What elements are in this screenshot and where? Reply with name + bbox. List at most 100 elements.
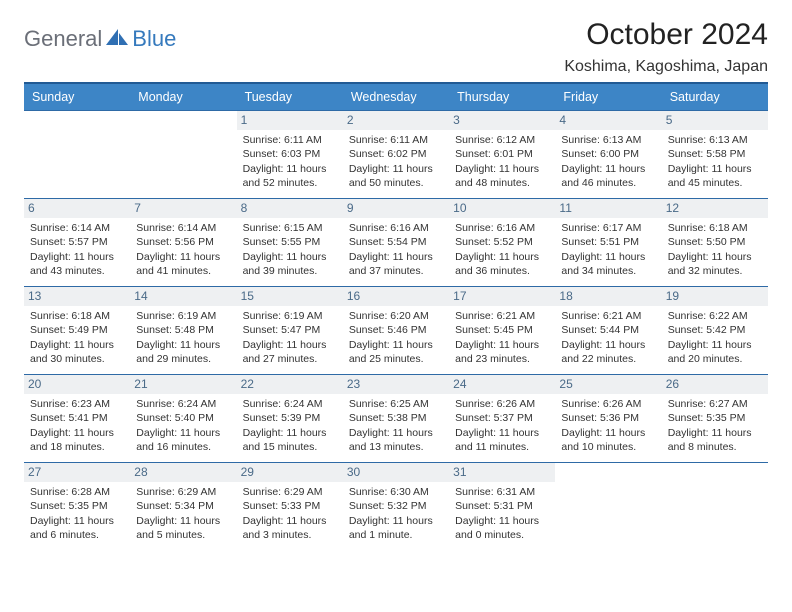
calendar-cell: 31Sunrise: 6:31 AMSunset: 5:31 PMDayligh… xyxy=(449,462,555,550)
calendar-cell xyxy=(130,110,236,198)
daylight-text: Daylight: 11 hours and 1 minute. xyxy=(349,514,443,542)
day-number: 8 xyxy=(237,199,343,218)
sunrise-text: Sunrise: 6:23 AM xyxy=(30,397,124,411)
sunset-text: Sunset: 5:37 PM xyxy=(455,411,549,425)
weekday-label: Thursday xyxy=(449,84,555,110)
day-number: 7 xyxy=(130,199,236,218)
day-number: 19 xyxy=(662,287,768,306)
weekday-header: SundayMondayTuesdayWednesdayThursdayFrid… xyxy=(24,82,768,110)
calendar-cell: 17 Sunrise: 6:21 AMSunset: 5:45 PMDayligh… xyxy=(449,286,555,374)
sunrise-text: Sunrise: 6:27 AM xyxy=(668,397,762,411)
calendar-cell: 16Sunrise: 6:20 AMSunset: 5:46 PMDayligh… xyxy=(343,286,449,374)
sunset-text: Sunset: 6:00 PM xyxy=(561,147,655,161)
sunrise-text: Sunrise: 6:19 AM xyxy=(136,309,230,323)
daylight-text: Daylight: 11 hours and 29 minutes. xyxy=(136,338,230,366)
daylight-text: Daylight: 11 hours and 34 minutes. xyxy=(561,250,655,278)
sunrise-text: Sunrise: 6:28 AM xyxy=(30,485,124,499)
day-number: 12 xyxy=(662,199,768,218)
day-number: 10 xyxy=(449,199,555,218)
day-number: 6 xyxy=(24,199,130,218)
day-number: 18 xyxy=(555,287,661,306)
day-number: 22 xyxy=(237,375,343,394)
day-number: 3 xyxy=(449,111,555,130)
daylight-text: Daylight: 11 hours and 23 minutes. xyxy=(455,338,549,366)
calendar-cell: 18Sunrise: 6:21 AMSunset: 5:44 PMDayligh… xyxy=(555,286,661,374)
day-number: 26 xyxy=(662,375,768,394)
sunset-text: Sunset: 5:44 PM xyxy=(561,323,655,337)
calendar-cell: 15Sunrise: 6:19 AMSunset: 5:47 PMDayligh… xyxy=(237,286,343,374)
calendar-cell: 6Sunrise: 6:14 AMSunset: 5:57 PMDaylight… xyxy=(24,198,130,286)
daylight-text: Daylight: 11 hours and 20 minutes. xyxy=(668,338,762,366)
daylight-text: Daylight: 11 hours and 16 minutes. xyxy=(136,426,230,454)
sunset-text: Sunset: 5:55 PM xyxy=(243,235,337,249)
sunset-text: Sunset: 5:46 PM xyxy=(349,323,443,337)
sunset-text: Sunset: 5:42 PM xyxy=(668,323,762,337)
calendar-cell: 3Sunrise: 6:12 AMSunset: 6:01 PMDaylight… xyxy=(449,110,555,198)
day-number: 20 xyxy=(24,375,130,394)
sunset-text: Sunset: 5:41 PM xyxy=(30,411,124,425)
daylight-text: Daylight: 11 hours and 10 minutes. xyxy=(561,426,655,454)
day-number: 25 xyxy=(555,375,661,394)
calendar-cell: 8 Sunrise: 6:15 AMSunset: 5:55 PMDaylight… xyxy=(237,198,343,286)
daylight-text: Daylight: 11 hours and 13 minutes. xyxy=(349,426,443,454)
daylight-text: Daylight: 11 hours and 15 minutes. xyxy=(243,426,337,454)
day-number: 23 xyxy=(343,375,449,394)
sunset-text: Sunset: 5:33 PM xyxy=(243,499,337,513)
sunset-text: Sunset: 5:34 PM xyxy=(136,499,230,513)
sunset-text: Sunset: 5:36 PM xyxy=(561,411,655,425)
weekday-label: Tuesday xyxy=(237,84,343,110)
sunset-text: Sunset: 5:48 PM xyxy=(136,323,230,337)
sunset-text: Sunset: 5:57 PM xyxy=(30,235,124,249)
sunrise-text: Sunrise: 6:11 AM xyxy=(243,133,337,147)
day-number: 4 xyxy=(555,111,661,130)
calendar-cell: 7Sunrise: 6:14 AMSunset: 5:56 PMDaylight… xyxy=(130,198,236,286)
weekday-label: Friday xyxy=(555,84,661,110)
day-number: 13 xyxy=(24,287,130,306)
sunset-text: Sunset: 5:51 PM xyxy=(561,235,655,249)
sunrise-text: Sunrise: 6:22 AM xyxy=(668,309,762,323)
calendar-cell: 23Sunrise: 6:25 AMSunset: 5:38 PMDayligh… xyxy=(343,374,449,462)
sunset-text: Sunset: 6:02 PM xyxy=(349,147,443,161)
sunrise-text: Sunrise: 6:29 AM xyxy=(136,485,230,499)
weekday-label: Monday xyxy=(130,84,236,110)
calendar-cell: 21Sunrise: 6:24 AMSunset: 5:40 PMDayligh… xyxy=(130,374,236,462)
calendar-cell xyxy=(662,462,768,550)
daylight-text: Daylight: 11 hours and 39 minutes. xyxy=(243,250,337,278)
calendar-cell: 10Sunrise: 6:16 AMSunset: 5:52 PMDayligh… xyxy=(449,198,555,286)
location: Koshima, Kagoshima, Japan xyxy=(564,58,768,76)
sunset-text: Sunset: 5:58 PM xyxy=(668,147,762,161)
day-number: 5 xyxy=(662,111,768,130)
header: General Blue October 2024 Koshima, Kagos… xyxy=(24,18,768,76)
sunset-text: Sunset: 5:31 PM xyxy=(455,499,549,513)
sunrise-text: Sunrise: 6:29 AM xyxy=(243,485,337,499)
calendar-cell xyxy=(555,462,661,550)
sunset-text: Sunset: 5:54 PM xyxy=(349,235,443,249)
calendar-grid: 1Sunrise: 6:11 AMSunset: 6:03 PMDaylight… xyxy=(24,110,768,550)
daylight-text: Daylight: 11 hours and 8 minutes. xyxy=(668,426,762,454)
day-number: 17 xyxy=(449,287,555,306)
calendar-cell: 13 Sunrise: 6:18 AMSunset: 5:49 PMDayligh… xyxy=(24,286,130,374)
sunrise-text: Sunrise: 6:26 AM xyxy=(561,397,655,411)
calendar-cell: 27Sunrise: 6:28 AMSunset: 5:35 PMDayligh… xyxy=(24,462,130,550)
calendar-cell: 22Sunrise: 6:24 AMSunset: 5:39 PMDayligh… xyxy=(237,374,343,462)
day-number: 16 xyxy=(343,287,449,306)
sunset-text: Sunset: 5:39 PM xyxy=(243,411,337,425)
daylight-text: Daylight: 11 hours and 52 minutes. xyxy=(243,162,337,190)
sunrise-text: Sunrise: 6:18 AM xyxy=(30,309,124,323)
sunset-text: Sunset: 5:49 PM xyxy=(30,323,124,337)
calendar-cell: 28Sunrise: 6:29 AMSunset: 5:34 PMDayligh… xyxy=(130,462,236,550)
daylight-text: Daylight: 11 hours and 30 minutes. xyxy=(30,338,124,366)
sunrise-text: Sunrise: 6:21 AM xyxy=(455,309,549,323)
sunset-text: Sunset: 5:45 PM xyxy=(455,323,549,337)
day-number: 31 xyxy=(449,463,555,482)
daylight-text: Daylight: 11 hours and 3 minutes. xyxy=(243,514,337,542)
sunrise-text: Sunrise: 6:31 AM xyxy=(455,485,549,499)
sunrise-text: Sunrise: 6:19 AM xyxy=(243,309,337,323)
title-block: October 2024 Koshima, Kagoshima, Japan xyxy=(564,18,768,76)
daylight-text: Daylight: 11 hours and 22 minutes. xyxy=(561,338,655,366)
calendar-cell: 5Sunrise: 6:13 AMSunset: 5:58 PMDaylight… xyxy=(662,110,768,198)
sunrise-text: Sunrise: 6:20 AM xyxy=(349,309,443,323)
sunrise-text: Sunrise: 6:16 AM xyxy=(455,221,549,235)
sunrise-text: Sunrise: 6:15 AM xyxy=(243,221,337,235)
daylight-text: Daylight: 11 hours and 45 minutes. xyxy=(668,162,762,190)
